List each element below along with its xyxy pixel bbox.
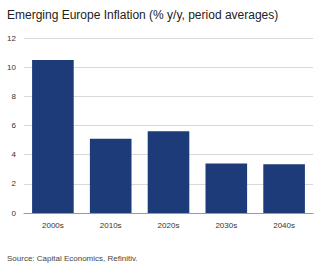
svg-text:0: 0 [12,209,17,218]
svg-text:Source: Capital Economics, Ref: Source: Capital Economics, Refinitiv. [7,254,138,263]
svg-text:8: 8 [12,92,17,101]
svg-text:6: 6 [12,121,17,130]
svg-text:2010s: 2010s [100,221,122,230]
svg-text:2040s: 2040s [273,221,295,230]
svg-text:2020s: 2020s [158,221,180,230]
svg-text:4: 4 [12,150,17,159]
svg-text:10: 10 [7,63,16,72]
svg-text:Emerging Europe Inflation (% y: Emerging Europe Inflation (% y/y, period… [7,8,278,22]
svg-text:12: 12 [7,34,16,43]
svg-text:2030s: 2030s [215,221,237,230]
svg-text:2000s: 2000s [42,221,64,230]
svg-text:2: 2 [12,179,17,188]
